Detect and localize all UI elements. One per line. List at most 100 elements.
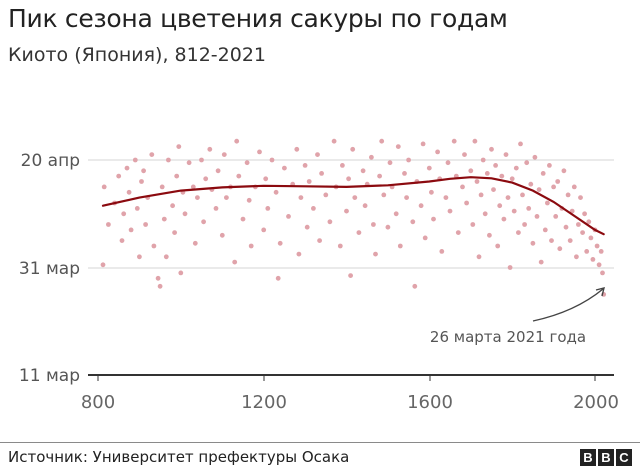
scatter-point xyxy=(275,275,281,281)
scatter-point xyxy=(263,176,269,182)
scatter-point xyxy=(526,206,532,211)
scatter-point xyxy=(594,243,600,249)
scatter-point xyxy=(397,243,403,249)
scatter-point xyxy=(501,216,507,222)
scatter-point xyxy=(478,192,484,198)
scatter-point xyxy=(563,224,569,230)
scatter-point xyxy=(319,171,324,176)
scatter-point xyxy=(161,216,167,222)
scatter-point xyxy=(489,146,494,152)
scatter-point xyxy=(232,259,238,265)
scatter-point xyxy=(464,200,469,206)
scatter-point xyxy=(511,208,517,214)
scatter-point xyxy=(507,265,513,270)
scatter-point xyxy=(387,160,393,166)
y-axis-labels: 20 апр 31 мар 11 мар xyxy=(19,151,80,386)
scatter-point xyxy=(172,230,178,236)
scatter-point xyxy=(576,222,581,227)
scatter-point xyxy=(121,211,127,217)
scatter-point xyxy=(277,240,283,246)
arrow-head-icon xyxy=(595,287,605,297)
annotation-label: 26 марта 2021 года xyxy=(430,328,586,346)
gridlines xyxy=(88,159,614,269)
scatter-point xyxy=(468,168,474,174)
scatter-point xyxy=(561,168,567,174)
scatter-point xyxy=(420,141,426,147)
scatter-point xyxy=(236,173,242,179)
scatter-point xyxy=(534,214,540,219)
scatter-point xyxy=(182,211,188,217)
scatter-point xyxy=(269,157,275,163)
scatter-point xyxy=(567,238,573,244)
scatter-point xyxy=(569,208,575,214)
scatter-point xyxy=(132,157,138,163)
scatter-point xyxy=(207,146,213,152)
scatter-point xyxy=(100,262,106,268)
scatter-point xyxy=(431,216,436,222)
scatter-point xyxy=(360,168,366,174)
scatter-point xyxy=(176,144,182,150)
scatter-point xyxy=(101,184,107,190)
scatter-point xyxy=(344,208,349,214)
scatter-point xyxy=(126,189,132,195)
scatter-point xyxy=(495,243,501,249)
scatter-point xyxy=(323,192,329,198)
scatter-point xyxy=(590,257,596,262)
y-tick-label: 20 апр xyxy=(21,151,80,171)
scatter-point xyxy=(470,222,476,227)
scatter-point xyxy=(317,238,322,244)
arrow-icon xyxy=(532,288,604,322)
scatter-point xyxy=(493,163,498,168)
scatter-point xyxy=(331,138,337,144)
scatter-point xyxy=(298,195,304,201)
scatter-point xyxy=(296,251,302,257)
logo-letter: B xyxy=(580,449,596,466)
scatter-point xyxy=(518,141,523,147)
logo-letter: C xyxy=(616,449,632,466)
scatter-point xyxy=(406,157,411,163)
scatter-point xyxy=(435,149,440,155)
scatter-point xyxy=(337,243,343,249)
scatter-point xyxy=(166,157,171,163)
scatter-point xyxy=(542,227,548,233)
x-tick-label: 1200 xyxy=(241,392,287,413)
scatter-point xyxy=(199,157,204,163)
scatter-point xyxy=(234,138,240,144)
scatter-point xyxy=(174,173,180,179)
scatter-point xyxy=(213,206,219,211)
scatter-point xyxy=(551,184,556,190)
scatter-point xyxy=(499,173,505,179)
scatter-point xyxy=(149,152,155,158)
scatter-point xyxy=(580,230,585,236)
scatter-point xyxy=(240,216,246,222)
scatter-point xyxy=(163,254,169,260)
scatter-point xyxy=(248,243,254,249)
scatter-point xyxy=(170,203,176,209)
scatter-point xyxy=(480,157,486,163)
annotation: 26 марта 2021 года xyxy=(430,287,605,346)
scatter-point xyxy=(215,168,221,174)
scatter-point xyxy=(190,184,196,190)
scatter-point xyxy=(178,270,184,276)
scatter-point xyxy=(451,138,457,144)
scatter-point xyxy=(547,163,552,168)
scatter-point xyxy=(327,219,333,225)
scatter-point xyxy=(116,173,122,179)
scatter-point xyxy=(304,224,310,230)
scatter-point xyxy=(373,251,378,257)
x-tick-label: 1600 xyxy=(407,392,453,413)
x-tick-label: 800 xyxy=(81,392,115,413)
scatter-point xyxy=(545,200,550,206)
scatter-point xyxy=(571,184,577,190)
scatter-point xyxy=(516,230,521,236)
scatter-point xyxy=(532,154,538,160)
footer-divider xyxy=(0,442,640,443)
scatter-point xyxy=(600,270,605,276)
scatter-point xyxy=(201,219,207,225)
scatter-point xyxy=(393,211,399,217)
scatter-point xyxy=(311,206,316,211)
scatter-point xyxy=(139,179,144,184)
scatter-point xyxy=(509,176,515,182)
scatter-point xyxy=(352,195,358,201)
scatter-point xyxy=(487,232,492,238)
